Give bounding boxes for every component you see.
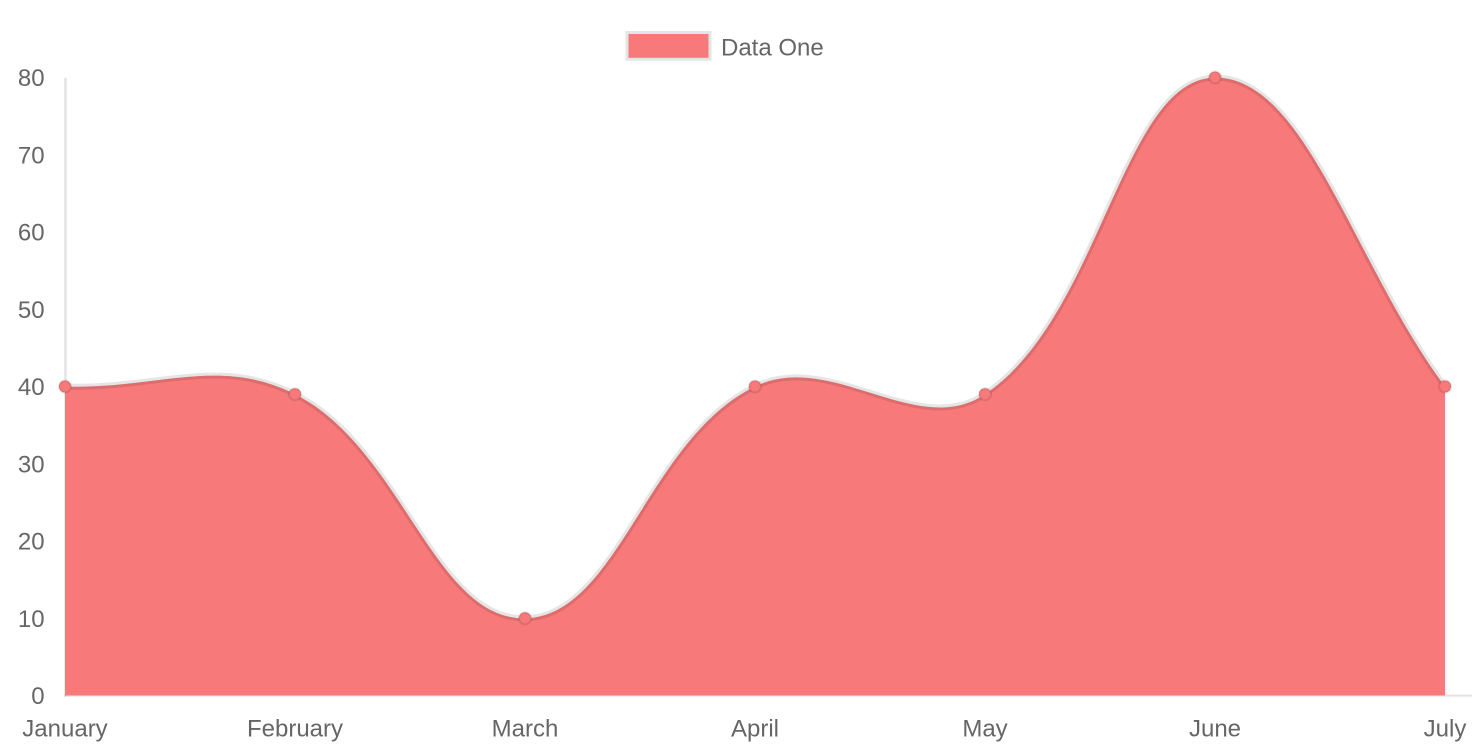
svg-text:60: 60 [18, 220, 45, 247]
svg-text:July: July [1424, 716, 1467, 743]
svg-text:April: April [731, 716, 779, 743]
svg-text:June: June [1189, 716, 1241, 743]
svg-text:0: 0 [31, 683, 44, 710]
svg-text:10: 10 [18, 606, 45, 633]
svg-text:50: 50 [18, 297, 45, 324]
svg-text:20: 20 [18, 529, 45, 556]
svg-text:Data One: Data One [721, 34, 824, 61]
svg-text:70: 70 [18, 142, 45, 169]
svg-text:May: May [962, 716, 1007, 743]
svg-text:30: 30 [18, 451, 45, 478]
svg-text:February: February [247, 716, 343, 743]
svg-text:80: 80 [18, 65, 45, 92]
svg-text:40: 40 [18, 374, 45, 401]
svg-text:January: January [22, 716, 107, 743]
svg-text:March: March [492, 716, 559, 743]
